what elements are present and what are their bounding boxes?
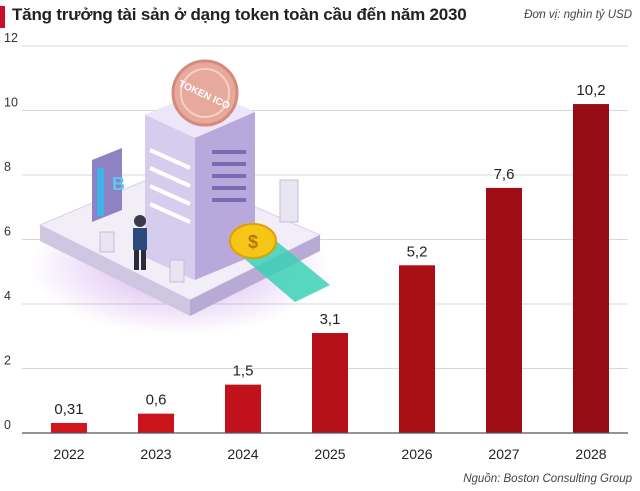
building-stripes — [149, 148, 191, 224]
server-b-symbol: B — [112, 174, 125, 194]
source-label: Nguồn: Boston Consulting Group — [463, 473, 632, 485]
person-figure — [133, 215, 147, 270]
pillar-front — [169, 259, 185, 283]
data-label-2028: 10,2 — [576, 82, 605, 99]
token-building-illustration: B $ TOKEN ICO — [30, 59, 330, 335]
y-tick-label: 4 — [4, 289, 11, 303]
pillar-left — [99, 231, 115, 253]
bar-2023 — [138, 413, 174, 433]
x-tick-label-2028: 2028 — [575, 446, 606, 462]
bar-2027 — [486, 187, 522, 433]
data-label-2022: 0,31 — [54, 401, 83, 418]
x-tick-label-2025: 2025 — [314, 446, 345, 462]
bar-2022 — [51, 423, 87, 433]
data-label-2026: 5,2 — [407, 243, 428, 260]
data-label-2027: 7,6 — [494, 166, 515, 183]
data-label-2024: 1,5 — [233, 363, 254, 380]
bar-2024 — [225, 384, 261, 433]
y-tick-label: 2 — [4, 354, 11, 368]
chart-title: Tăng trưởng tài sản ở dạng token toàn cầ… — [12, 5, 467, 24]
token-ico-coin-ring — [180, 68, 230, 118]
data-label-2023: 0,6 — [146, 392, 167, 409]
token-ico-coin — [171, 59, 239, 127]
bar-2028 — [573, 104, 609, 434]
data-label-2025: 3,1 — [320, 311, 341, 328]
bar-2025 — [312, 333, 348, 433]
dollar-symbol: $ — [248, 232, 258, 252]
x-tick-label-2026: 2026 — [401, 446, 432, 462]
title-accent-bar — [0, 6, 5, 28]
bar-2026 — [399, 265, 435, 433]
building-grid — [212, 150, 246, 202]
server-light — [97, 168, 104, 216]
building-front — [145, 115, 195, 280]
y-tick-label: 8 — [4, 160, 11, 174]
x-tick-label-2027: 2027 — [488, 446, 519, 462]
platform-left — [40, 225, 190, 316]
unit-label: Đơn vị: nghìn tỷ USD — [524, 9, 632, 21]
y-tick-label: 0 — [4, 418, 11, 432]
y-tick-label: 6 — [4, 225, 11, 239]
x-tick-label-2022: 2022 — [53, 446, 84, 462]
y-tick-label: 12 — [4, 31, 18, 45]
x-tick-label-2024: 2024 — [227, 446, 258, 462]
x-tick-label-2023: 2023 — [140, 446, 171, 462]
pillar-right — [279, 179, 299, 223]
y-tick-label: 10 — [4, 96, 18, 110]
dollar-coin — [229, 223, 277, 259]
